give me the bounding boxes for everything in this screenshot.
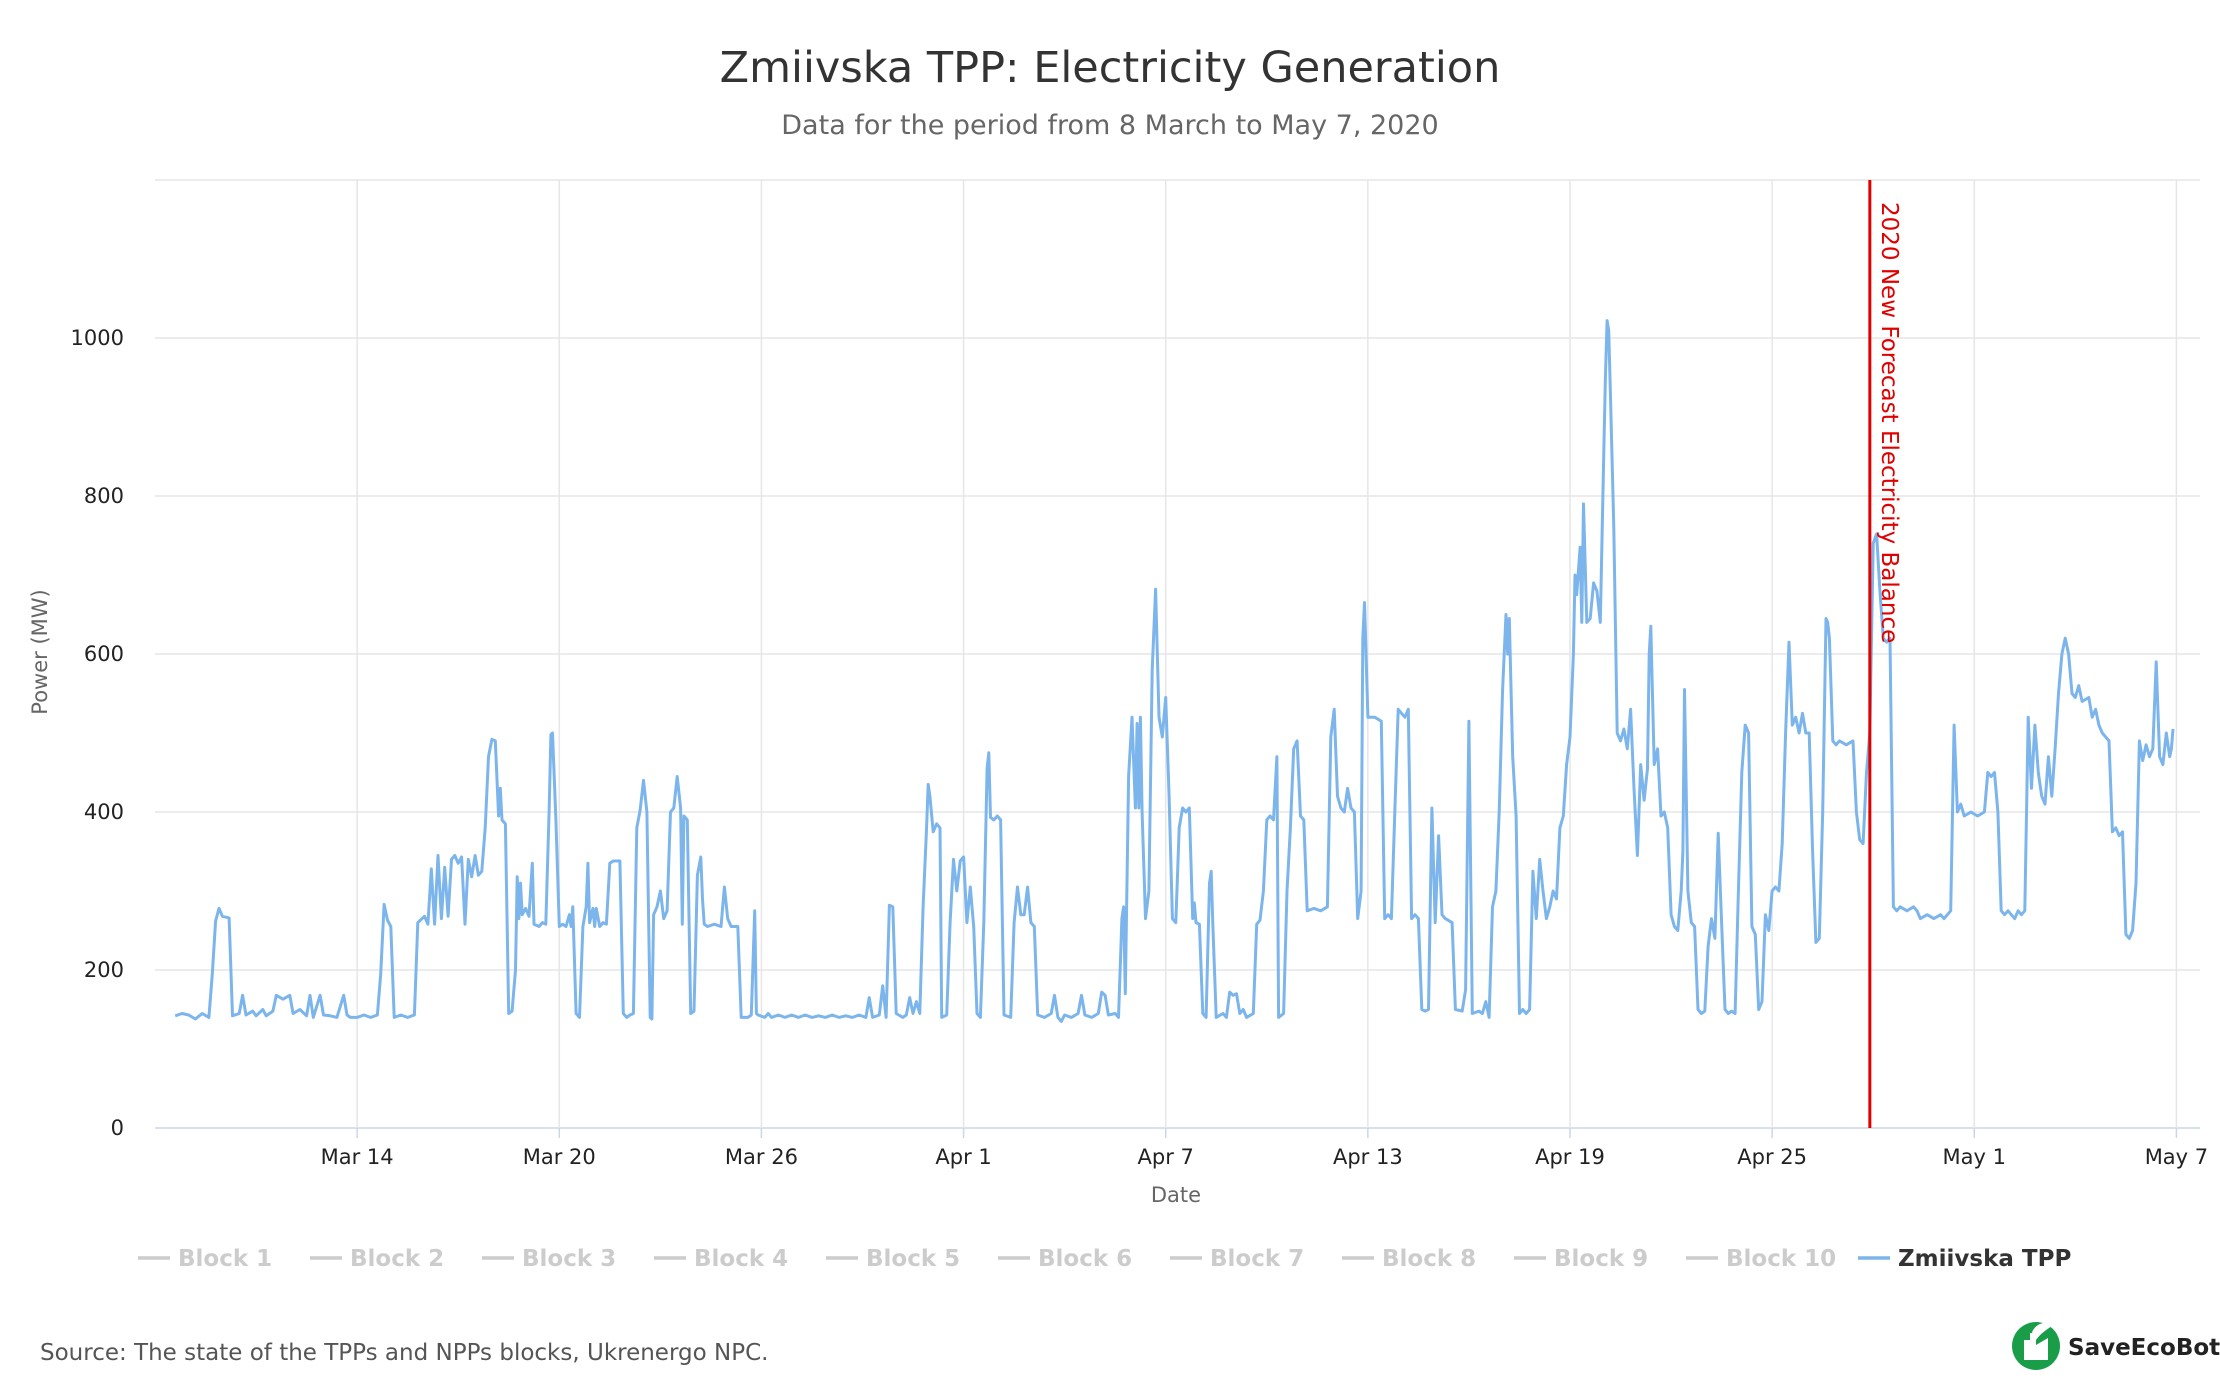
legend-label: Block 2 [350,1246,444,1272]
legend-label: Block 6 [1038,1246,1132,1272]
legend-label: Block 1 [178,1246,272,1272]
chart-subtitle: Data for the period from 8 March to May … [781,110,1438,141]
x-axis-title: Date [1151,1183,1201,1207]
legend: Block 1 Block 2 Block 3 Block 4 Block 5 Block… [138,1246,2071,1272]
legend-item-block-4[interactable]: Block 4 [654,1246,788,1272]
y-axis-title: Power (MW) [28,589,52,714]
x-tick-label: Apr 19 [1535,1145,1605,1169]
legend-label: Block 9 [1554,1246,1648,1272]
saveecobot-logo: SaveEcoBot [2012,1322,2220,1370]
legend-item-block-8[interactable]: Block 8 [1342,1246,1476,1272]
x-tick-label: Apr 13 [1333,1145,1403,1169]
x-tick-label: Mar 14 [321,1145,394,1169]
legend-item-zmiivska-tpp[interactable]: Zmiivska TPP [1858,1246,2071,1272]
y-tick-label: 600 [84,642,124,666]
y-tick-label: 200 [84,958,124,982]
legend-item-block-10[interactable]: Block 10 [1686,1246,1836,1272]
y-tick-label: 400 [84,800,124,824]
legend-item-block-3[interactable]: Block 3 [482,1246,616,1272]
legend-item-block-1[interactable]: Block 1 [138,1246,272,1272]
legend-item-block-6[interactable]: Block 6 [998,1246,1132,1272]
legend-label: Block 10 [1726,1246,1836,1272]
legend-item-block-9[interactable]: Block 9 [1514,1246,1648,1272]
x-tick-label: Apr 1 [935,1145,991,1169]
y-axis-ticks: 0 200 400 600 800 1000 [71,326,124,1140]
legend-item-block-2[interactable]: Block 2 [310,1246,444,1272]
x-tick-label: Apr 7 [1138,1145,1194,1169]
source-note: Source: The state of the TPPs and NPPs b… [40,1340,768,1366]
legend-label: Block 5 [866,1246,960,1272]
legend-label: Block 4 [694,1246,788,1272]
y-tick-label: 800 [84,484,124,508]
legend-label: Block 3 [522,1246,616,1272]
x-tick-label: Mar 26 [725,1145,798,1169]
forecast-plot-line-label: 2020 New Forecast Electricity Balance [1876,202,1902,643]
series-line-zmiivska-tpp[interactable] [174,319,2175,1023]
legend-item-block-7[interactable]: Block 7 [1170,1246,1304,1272]
y-tick-label: 1000 [71,326,124,350]
legend-item-block-5[interactable]: Block 5 [826,1246,960,1272]
logo-factory-icon [2024,1333,2048,1360]
x-tick-label: May 7 [2145,1145,2208,1169]
gridlines [155,179,2200,1129]
x-tick-label: Apr 25 [1737,1145,1807,1169]
x-axis-ticks: Mar 14 Mar 20 Mar 26 Apr 1 Apr 7 Apr 13 Apr 19… [321,1128,2208,1169]
chart-title: Zmiivska TPP: Electricity Generation [720,43,1501,93]
legend-label: Block 8 [1382,1246,1476,1272]
y-tick-label: 0 [111,1116,124,1140]
x-tick-label: Mar 20 [523,1145,596,1169]
x-tick-label: May 1 [1943,1145,2006,1169]
legend-label: Block 7 [1210,1246,1304,1272]
legend-label: Zmiivska TPP [1898,1246,2071,1272]
logo-text: SaveEcoBot [2068,1335,2220,1361]
logo-leaf-shape [2032,1322,2052,1340]
